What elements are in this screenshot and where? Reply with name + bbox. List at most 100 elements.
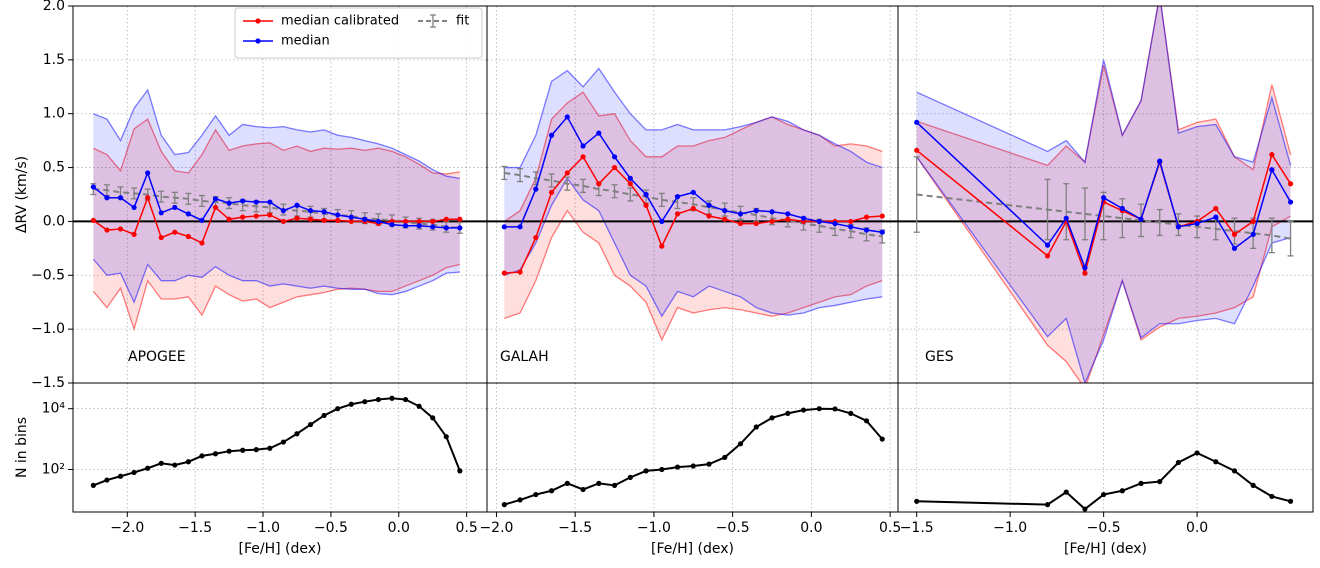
point	[294, 215, 300, 221]
point	[1082, 265, 1088, 271]
point	[1082, 270, 1088, 276]
point	[389, 222, 395, 228]
point	[580, 143, 586, 149]
point	[879, 436, 885, 442]
point	[722, 208, 728, 214]
band-upper	[504, 67, 883, 169]
fit-line	[93, 188, 460, 229]
error-bar	[548, 173, 555, 188]
y-tick-label: −1.5	[31, 375, 65, 391]
error-bar	[627, 187, 634, 202]
point	[253, 213, 259, 219]
point	[501, 502, 507, 508]
band-fill	[93, 90, 460, 303]
point	[914, 498, 920, 504]
point	[769, 209, 775, 215]
median-line	[92, 195, 460, 244]
point	[769, 415, 775, 421]
point	[185, 211, 191, 217]
error-bar	[185, 192, 192, 205]
point	[212, 451, 219, 457]
point	[402, 396, 409, 403]
point	[659, 466, 665, 473]
point	[1250, 482, 1256, 488]
point	[1213, 459, 1219, 465]
panel-label: GES	[925, 349, 954, 365]
point	[848, 410, 854, 417]
point	[457, 216, 463, 222]
y-tick-label: 2.0	[43, 0, 65, 14]
x-tick-label: −1.5	[558, 520, 592, 536]
point	[1119, 205, 1125, 212]
error-bar	[1268, 217, 1275, 254]
point	[1138, 480, 1144, 486]
x-tick-label: −0.5	[716, 520, 750, 536]
x-tick-label: 0.5	[879, 520, 901, 536]
point	[416, 223, 422, 229]
point	[832, 406, 838, 412]
point	[362, 399, 368, 405]
point	[1213, 205, 1219, 212]
point	[416, 218, 422, 225]
point	[199, 217, 205, 223]
point	[104, 227, 110, 233]
band-upper	[93, 88, 460, 179]
y-tick-label: 1.5	[43, 52, 65, 68]
point	[800, 407, 807, 413]
point	[659, 218, 665, 225]
point	[627, 181, 633, 187]
point	[172, 204, 178, 211]
point	[172, 462, 178, 468]
point	[611, 482, 618, 488]
point	[1231, 245, 1238, 251]
point	[706, 213, 712, 219]
point	[517, 269, 523, 275]
point	[879, 229, 885, 235]
point	[1101, 491, 1107, 498]
point	[753, 220, 759, 227]
x-tick-label: −1.0	[993, 520, 1027, 536]
point	[596, 480, 602, 486]
legend-swatch	[255, 18, 261, 24]
count-line	[916, 451, 1291, 511]
point	[690, 189, 696, 195]
point	[1101, 195, 1107, 201]
point	[564, 114, 570, 120]
point	[185, 233, 191, 240]
point	[548, 132, 555, 138]
point	[580, 154, 586, 160]
axes-frame	[72, 382, 488, 513]
error-bar	[658, 192, 665, 207]
point	[1175, 459, 1182, 466]
point	[416, 403, 422, 409]
point	[785, 410, 791, 417]
legend-label: median	[281, 34, 330, 49]
point	[737, 211, 744, 217]
point	[643, 202, 649, 208]
plot-area	[73, 6, 487, 383]
point	[848, 218, 854, 225]
point	[375, 218, 382, 225]
point	[769, 218, 775, 225]
error-bar	[171, 191, 178, 204]
point	[1269, 167, 1275, 173]
error-bar	[517, 167, 524, 183]
point	[674, 464, 681, 470]
median-line	[92, 170, 460, 229]
point	[443, 216, 449, 222]
point	[117, 473, 124, 479]
point	[1269, 152, 1275, 158]
point	[90, 184, 96, 190]
plot-area	[487, 383, 898, 512]
point	[117, 226, 124, 232]
point	[321, 412, 327, 419]
count-line	[92, 397, 461, 487]
point	[816, 218, 822, 225]
point	[457, 225, 463, 231]
point	[348, 401, 354, 407]
point	[158, 234, 164, 241]
band-lower	[916, 156, 1291, 383]
band-lower	[92, 258, 460, 304]
error-bar	[1081, 187, 1088, 241]
